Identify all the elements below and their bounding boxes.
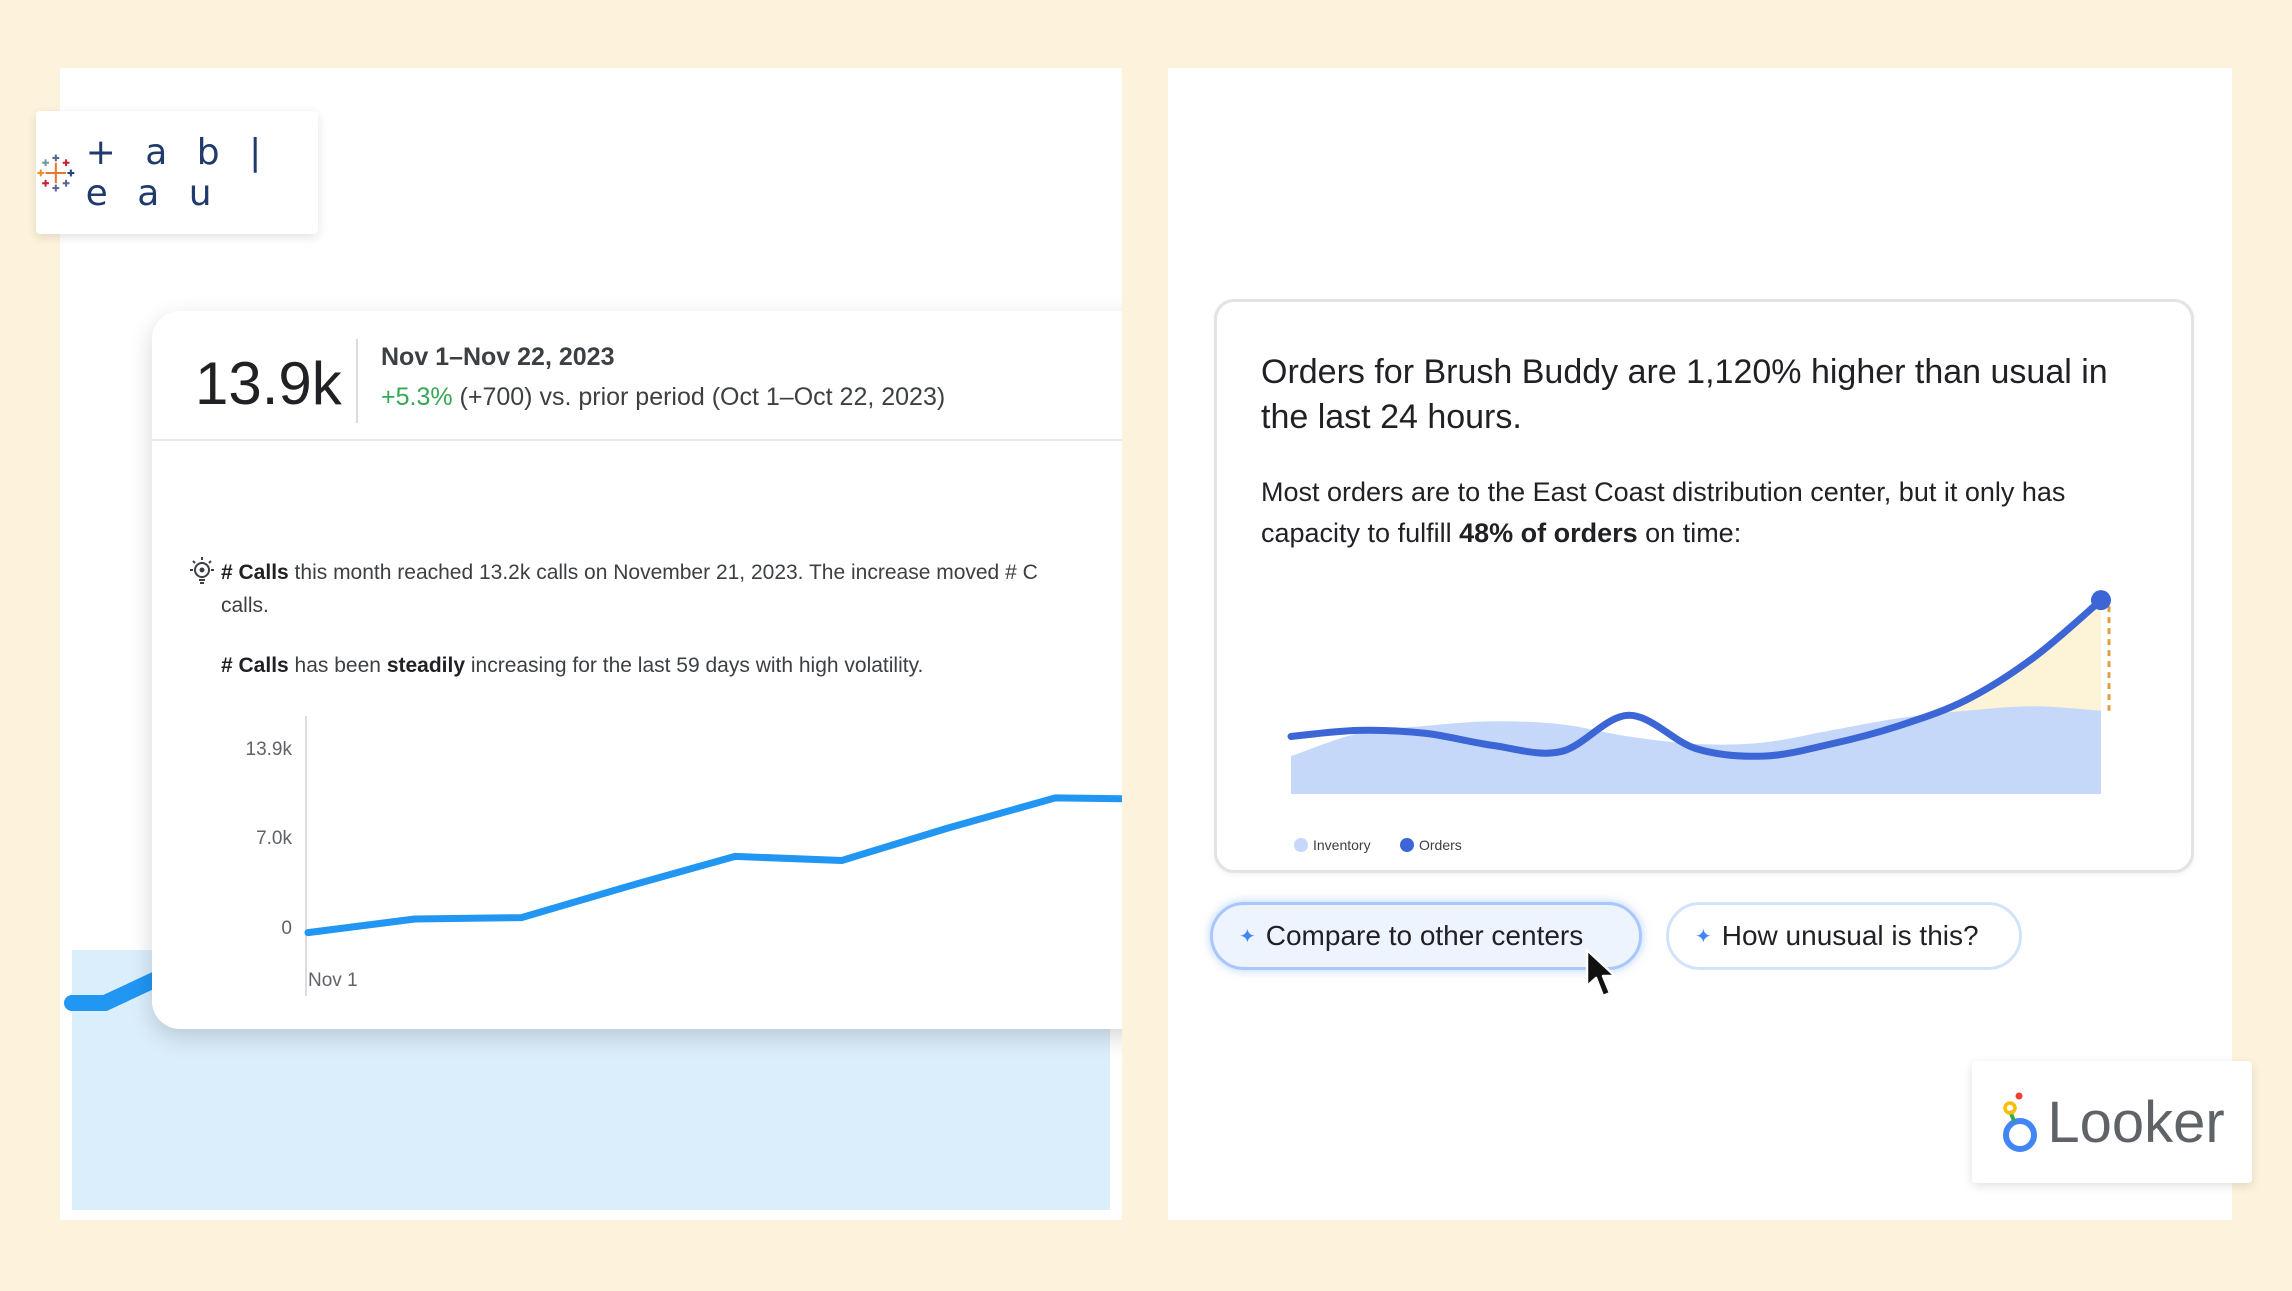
tableau-cross-icon (37, 154, 75, 191)
insight-line-2: calls. (221, 594, 269, 617)
how-unusual-button[interactable]: ✦ How unusual is this? (1666, 902, 2022, 970)
sparkle-icon: ✦ (1695, 925, 1712, 948)
orders-latest-point (2091, 590, 2111, 611)
metric-period: Nov 1–Nov 22, 2023 (381, 343, 615, 371)
legend-inventory-label: Inventory (1313, 837, 1371, 853)
insight-measure: # Calls (221, 561, 289, 584)
y-tick-label: 7.0k (256, 828, 292, 849)
looker-panel: Orders for Brush Buddy are 1,120% higher… (1168, 68, 2232, 1220)
looker-logo-icon (2003, 1092, 2038, 1152)
insight-body-emphasis: 48% of orders (1459, 518, 1638, 548)
insight-measure: # Calls (221, 654, 289, 677)
insight-line-3: # Calls has been steadily increasing for… (221, 654, 923, 678)
metric-comparison: +5.3% (+700) vs. prior period (Oct 1–Oct… (381, 383, 945, 412)
insight-body-text: Most orders are to the East Coast distri… (1261, 477, 2066, 548)
orders-inventory-chart: Inventory Orders (1287, 590, 2111, 853)
metric-card: 13.9k Nov 1–Nov 22, 2023 +5.3% (+700) vs… (152, 311, 1122, 1029)
legend-orders-swatch (1400, 838, 1414, 852)
legend-inventory-swatch (1294, 838, 1308, 852)
orders-series-line (1287, 596, 2105, 760)
insight-body: Most orders are to the East Coast distri… (1261, 472, 2161, 554)
compare-centers-button[interactable]: ✦ Compare to other centers (1210, 902, 1642, 970)
sparkle-icon: ✦ (1239, 925, 1256, 948)
y-tick-label: 13.9k (246, 739, 293, 760)
metric-value: 13.9k (195, 350, 342, 417)
tableau-logo: + a b | e a u (36, 111, 318, 234)
metric-change: +5.3% (381, 383, 453, 411)
y-tick-label: 0 (281, 918, 292, 939)
metric-comparison-text: (+700) vs. prior period (Oct 1–Oct 22, 2… (452, 383, 946, 411)
insight-title: Orders for Brush Buddy are 1,120% higher… (1261, 353, 2108, 436)
looker-wordmark: Looker (2047, 1089, 2225, 1155)
lightbulb-icon (190, 557, 214, 584)
calls-series-line (304, 794, 1122, 937)
x-tick-label: Nov 1 (308, 970, 358, 991)
calls-line-chart: 13.9k 7.0k 0 Nov 1 (246, 716, 1122, 996)
legend-orders-label: Orders (1419, 837, 1462, 853)
insight-body-text: on time: (1637, 518, 1742, 548)
mouse-cursor-icon (1585, 948, 1617, 998)
looker-logo: Looker (1972, 1061, 2252, 1183)
tableau-wordmark: + a b | e a u (85, 131, 271, 214)
tableau-panel: 13.9k Nov 1–Nov 22, 2023 +5.3% (+700) vs… (60, 68, 1122, 1220)
metric-divider (356, 339, 358, 423)
insight-line-1: # Calls this month reached 13.2k calls o… (221, 561, 1038, 585)
capacity-gap-area (1898, 600, 2101, 726)
metric-header: 13.9k Nov 1–Nov 22, 2023 +5.3% (+700) vs… (152, 311, 1122, 441)
insight-text: increasing for the last 59 days with hig… (465, 654, 924, 677)
how-unusual-label: How unusual is this? (1721, 920, 1979, 951)
insight-emphasis: steadily (386, 654, 466, 677)
compare-centers-label: Compare to other centers (1265, 920, 1584, 951)
insight-card: Orders for Brush Buddy are 1,120% higher… (1214, 299, 2194, 873)
insight-text: this month reached 13.2k calls on Novemb… (288, 561, 1038, 584)
insight-text: has been (288, 654, 387, 677)
